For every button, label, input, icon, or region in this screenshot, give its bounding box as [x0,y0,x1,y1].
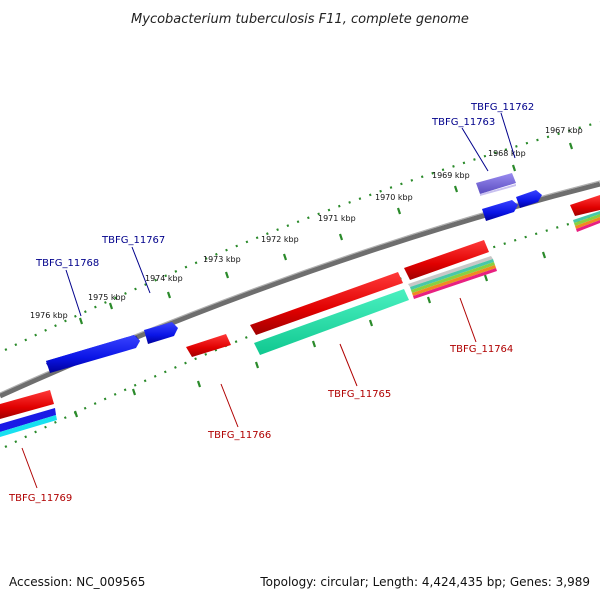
gene-arrow[interactable] [404,240,489,280]
gene-feature[interactable] [254,289,409,355]
gene-label-forward[interactable]: TBFG_11767 [101,235,165,246]
gene-arrow[interactable] [482,200,518,221]
gene-label-reverse[interactable]: TBFG_11764 [449,344,513,355]
gene-label-forward[interactable]: TBFG_11762 [470,102,534,113]
forward-genes [0,173,542,437]
scale-labels: 1976 kbp 1975 kbp 1974 kbp 1973 kbp 1972… [30,126,583,320]
reverse-genes [0,195,600,419]
kbp-label: 1971 kbp [318,214,356,223]
gene-edge [480,184,516,196]
map-title: Mycobacterium tuberculosis F11, complete… [131,12,469,27]
gene-label-forward[interactable]: TBFG_11768 [35,258,99,269]
gene-label-forward[interactable]: TBFG_11763 [431,117,495,128]
kbp-label: 1975 kbp [88,293,126,302]
gene-arrow[interactable] [46,335,140,373]
genome-summary-text: Topology: circular; Length: 4,424,435 bp… [259,575,590,589]
gene-arrow[interactable] [476,173,516,194]
kbp-label: 1976 kbp [30,311,68,320]
label-leaders [21,112,516,489]
gene-arrow[interactable] [144,322,178,344]
kbp-label: 1969 kbp [432,171,470,180]
gene-stripes [408,256,497,299]
inner-scale-ring [4,213,600,448]
kbp-label: 1972 kbp [261,235,299,244]
outer-scale-ticks [78,142,574,325]
gene-arrow[interactable] [0,390,54,419]
kbp-label: 1967 kbp [545,126,583,135]
kbp-label: 1968 kbp [488,149,526,158]
gene-band [0,408,56,432]
outer-scale-dots [4,120,600,351]
gene-band [0,415,57,437]
inner-scale-dots [4,213,600,448]
gene-arrow[interactable] [516,190,542,208]
gene-label-reverse[interactable]: TBFG_11769 [8,493,72,504]
inner-scale-ticks [73,251,547,418]
gene-arrow[interactable] [570,195,600,216]
kbp-label: 1973 kbp [203,255,241,264]
outer-scale-ring [4,120,600,351]
gene-labels: TBFG_11768 TBFG_11767 TBFG_11763 TBFG_11… [8,102,534,504]
gene-label-reverse[interactable]: TBFG_11765 [327,389,391,400]
accession-text: Accession: NC_009565 [9,575,145,589]
gene-label-reverse[interactable]: TBFG_11766 [207,430,271,441]
kbp-label: 1970 kbp [375,193,413,202]
gene-arrow[interactable] [250,272,403,335]
gene-stripes-right [573,211,600,232]
gene-arrow[interactable] [186,334,231,357]
kbp-label: 1974 kbp [145,274,183,283]
